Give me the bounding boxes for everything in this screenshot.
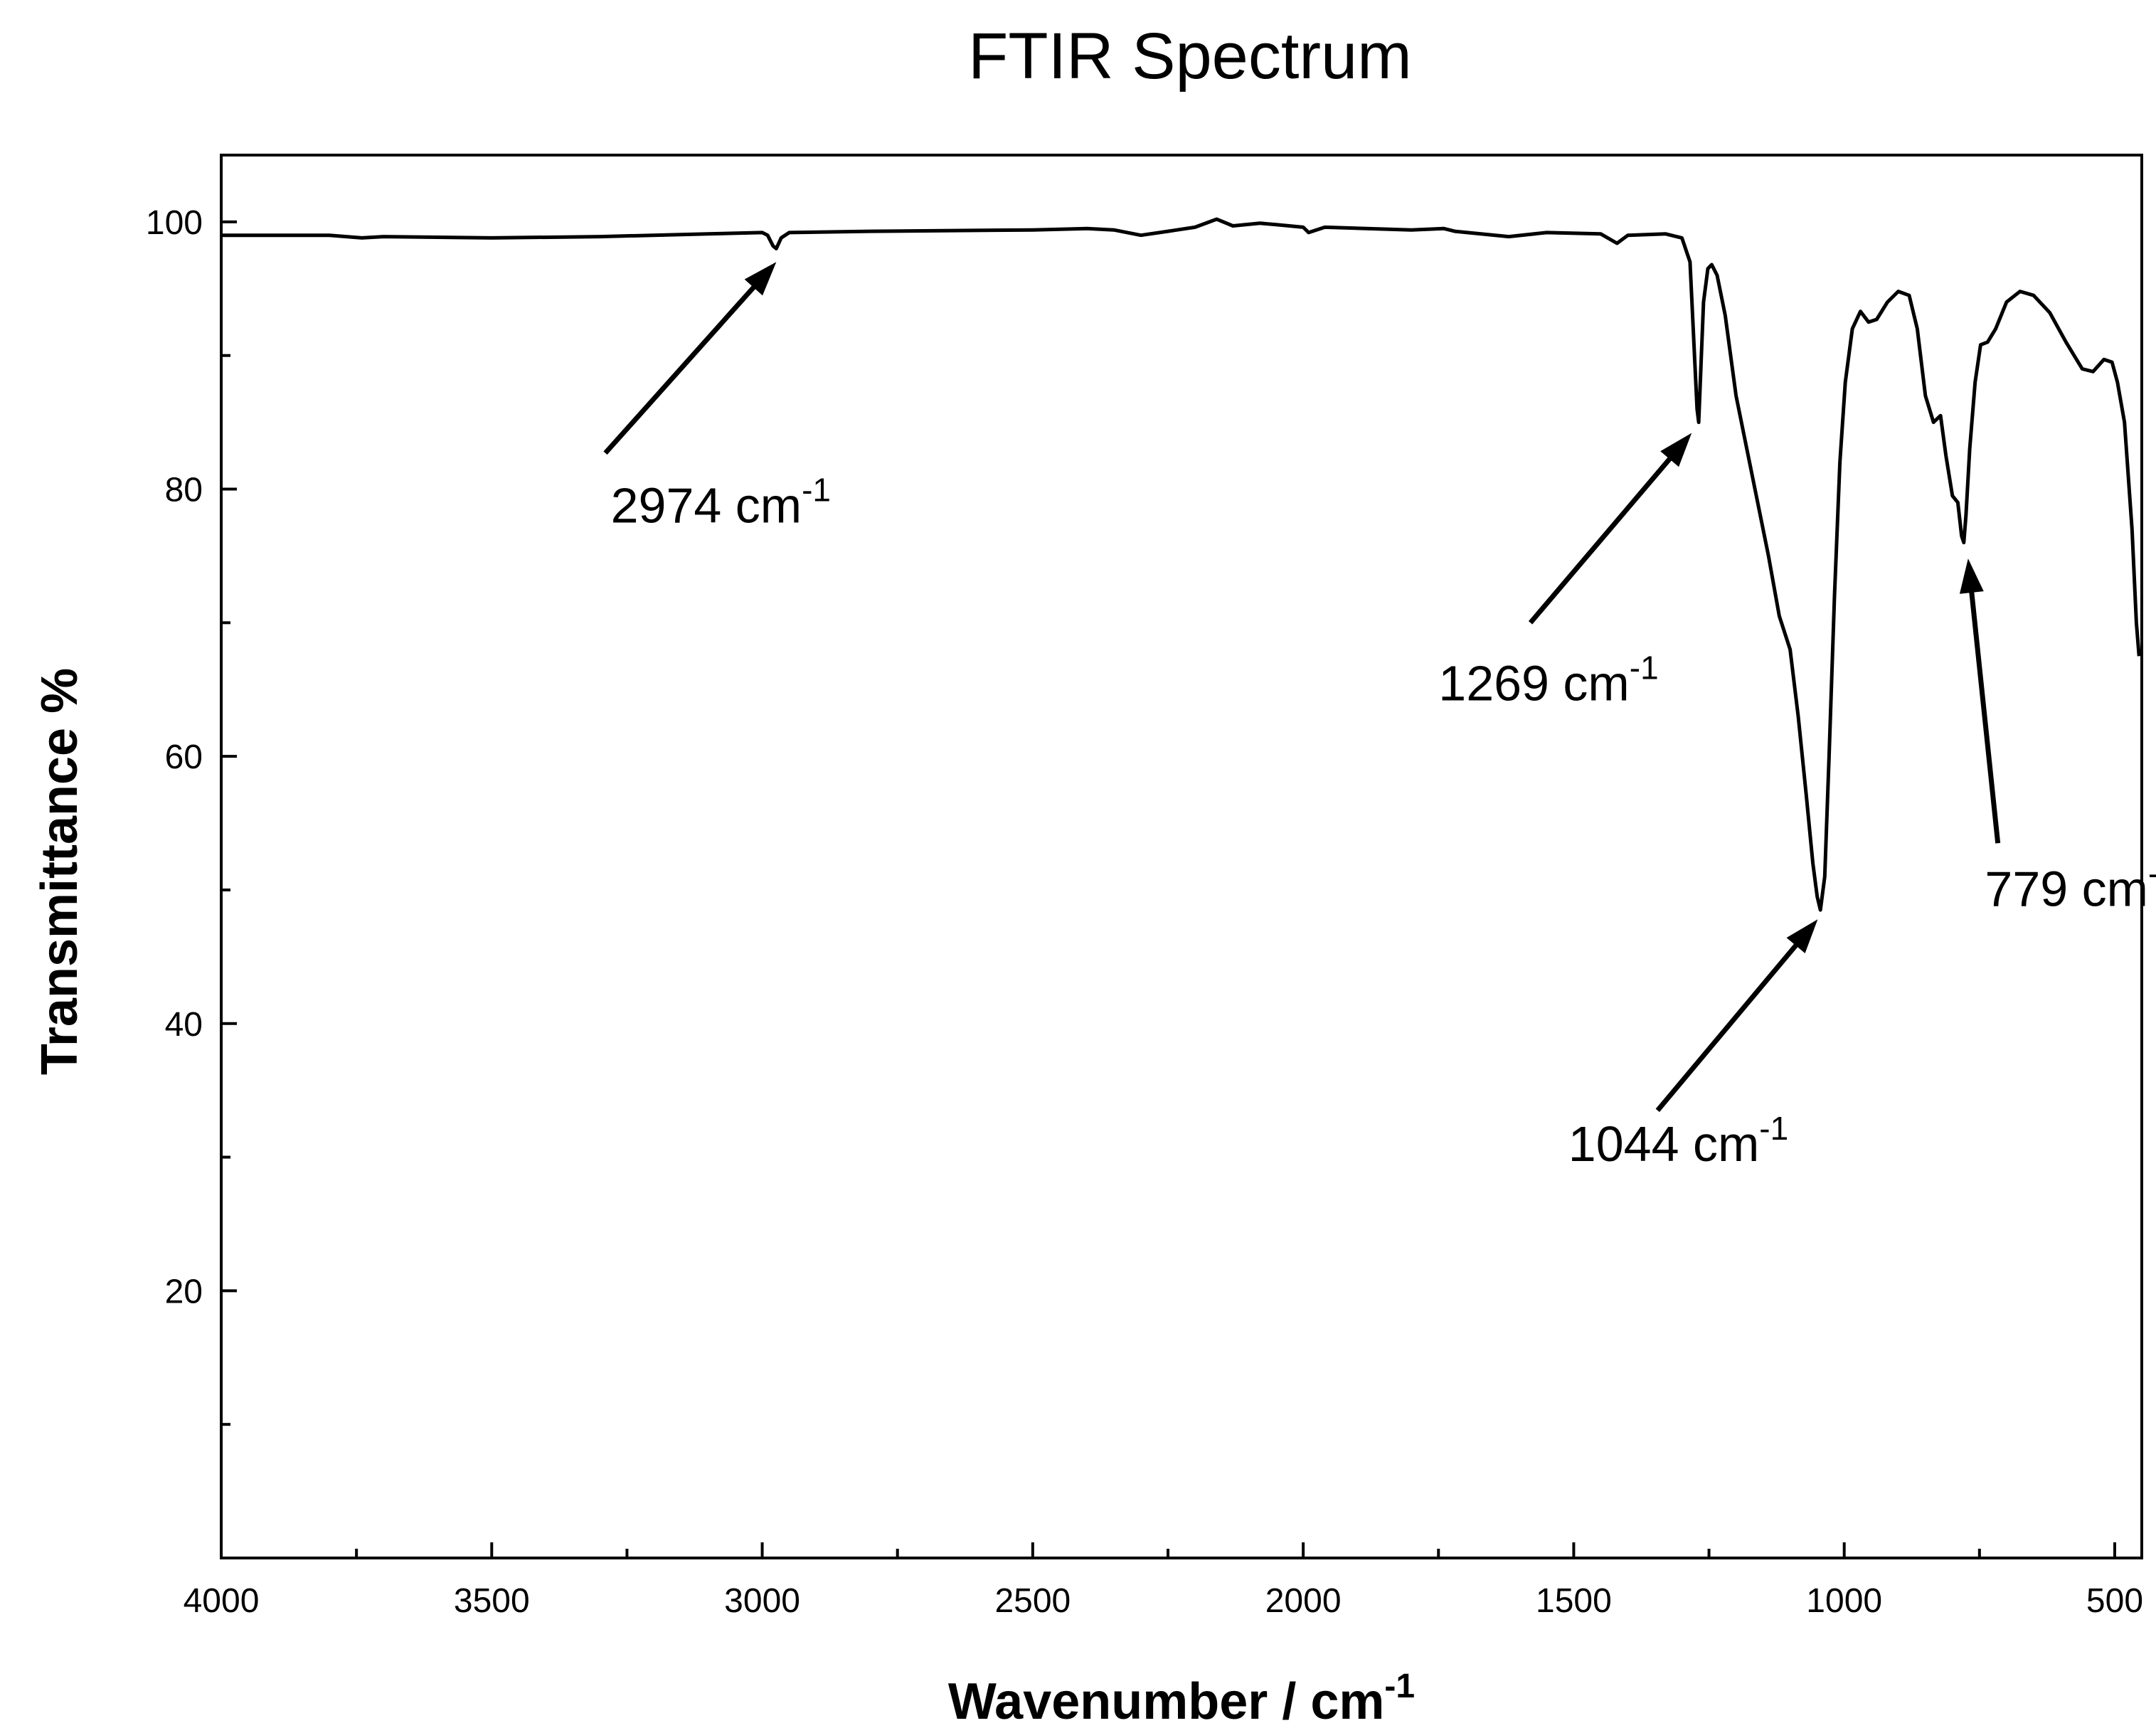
x-tick-label: 1000 [1806, 1582, 1882, 1620]
arrow-shaft [1528, 455, 1674, 625]
x-tick-label: 4000 [184, 1582, 260, 1620]
arrow-shaft [603, 283, 758, 455]
arrow-head [1786, 919, 1818, 953]
y-tick-label: 40 [165, 1006, 203, 1044]
spectrum-line [221, 217, 2141, 912]
y-tick-label: 60 [165, 738, 203, 776]
x-tick-label: 3500 [454, 1582, 530, 1620]
annotation-2974: 2974 cm-1 [603, 262, 831, 533]
y-axis: 20 40 60 80 100 [146, 204, 237, 1426]
peak-label: 1269 cm-1 [1438, 649, 1658, 711]
peak-annotations: 2974 cm-1 1269 cm-1 1044 cm-1 779 cm-1 [603, 262, 2156, 1172]
y-axis-title: Transmittance % [31, 668, 88, 1075]
x-axis: 4000 3500 3000 2500 2000 1500 1000 500 [184, 1542, 2143, 1620]
arrow-head [1660, 433, 1692, 467]
plot-area [221, 217, 2141, 912]
x-tick-label: 1500 [1536, 1582, 1612, 1620]
arrow-shaft [1655, 941, 1800, 1113]
plot-frame [220, 154, 2143, 1559]
arrow-head [744, 262, 777, 296]
x-tick-label: 2000 [1265, 1582, 1342, 1620]
peak-label: 1044 cm-1 [1568, 1110, 1788, 1172]
annotation-779: 779 cm-1 [1959, 558, 2156, 916]
chart-title: FTIR Spectrum [968, 20, 1412, 92]
y-tick-label: 100 [146, 204, 203, 242]
peak-label: 2974 cm-1 [611, 471, 831, 533]
x-tick-label: 500 [2086, 1582, 2143, 1620]
y-tick-label: 20 [165, 1273, 203, 1310]
x-axis-title: Wavenumber / cm-1 [948, 1668, 1415, 1730]
annotation-1044: 1044 cm-1 [1568, 919, 1818, 1172]
arrow-shaft [1968, 589, 2001, 844]
annotation-1269: 1269 cm-1 [1438, 433, 1692, 711]
x-tick-label: 2500 [994, 1582, 1071, 1620]
x-tick-label: 3000 [724, 1582, 800, 1620]
y-tick-label: 80 [165, 472, 203, 509]
peak-label: 779 cm-1 [1985, 854, 2156, 916]
x-axis-title-superscript: -1 [1384, 1668, 1415, 1705]
arrow-head [1959, 558, 1984, 594]
